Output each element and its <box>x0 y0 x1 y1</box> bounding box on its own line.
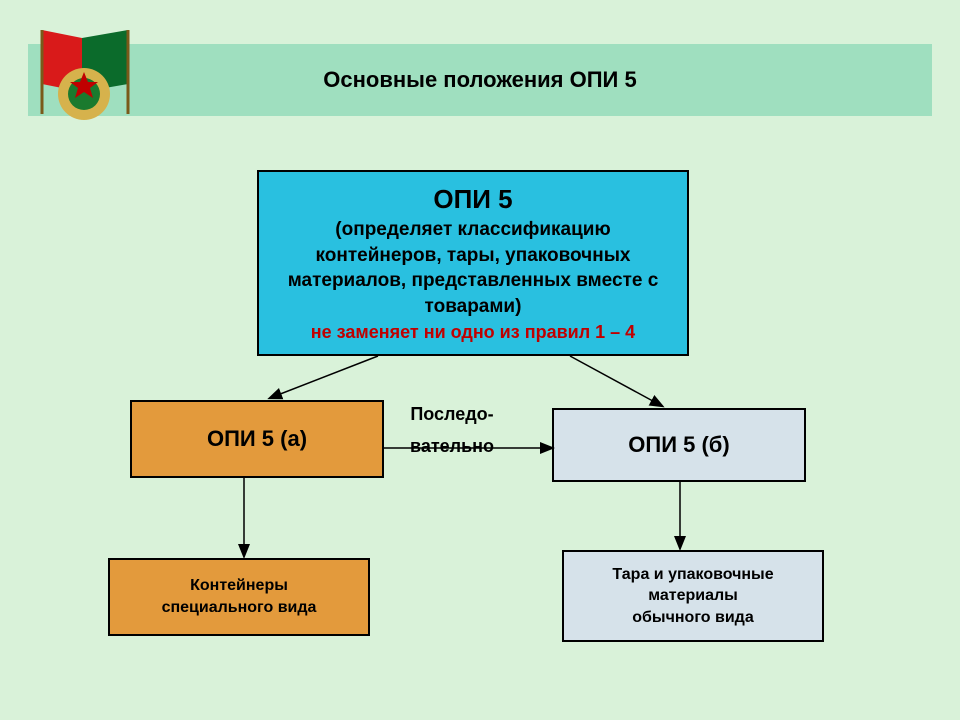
leaf-right-line2: материалы <box>648 585 738 607</box>
node-top: ОПИ 5 (определяет классификацию контейне… <box>257 170 689 356</box>
connector-line1: Последо- <box>410 404 493 424</box>
slide: Основные положения ОПИ 5 ОПИ 5 (определя… <box>0 0 960 720</box>
node-mid-left-label: ОПИ 5 (а) <box>207 424 307 454</box>
node-mid-right-label: ОПИ 5 (б) <box>628 430 729 460</box>
node-top-note: не заменяет ни одно из правил 1 – 4 <box>311 320 635 344</box>
header-bar: Основные положения ОПИ 5 <box>28 44 932 116</box>
node-top-title: ОПИ 5 <box>433 182 512 217</box>
node-mid-right: ОПИ 5 (б) <box>552 408 806 482</box>
node-mid-left: ОПИ 5 (а) <box>130 400 384 478</box>
node-top-subtitle: (определяет классификацию контейнеров, т… <box>273 217 673 320</box>
leaf-right-line3: обычного вида <box>632 607 753 629</box>
leaf-right-line1: Тара и упаковочные <box>612 564 773 586</box>
emblem-icon <box>20 20 150 130</box>
leaf-left-line2: специального вида <box>162 597 317 619</box>
connector-label: Последо- вательно <box>410 398 494 463</box>
leaf-left-line1: Контейнеры <box>190 575 288 597</box>
page-title: Основные положения ОПИ 5 <box>28 67 932 93</box>
node-leaf-left: Контейнеры специального вида <box>108 558 370 636</box>
node-leaf-right: Тара и упаковочные материалы обычного ви… <box>562 550 824 642</box>
connector-line2: вательно <box>410 436 494 456</box>
